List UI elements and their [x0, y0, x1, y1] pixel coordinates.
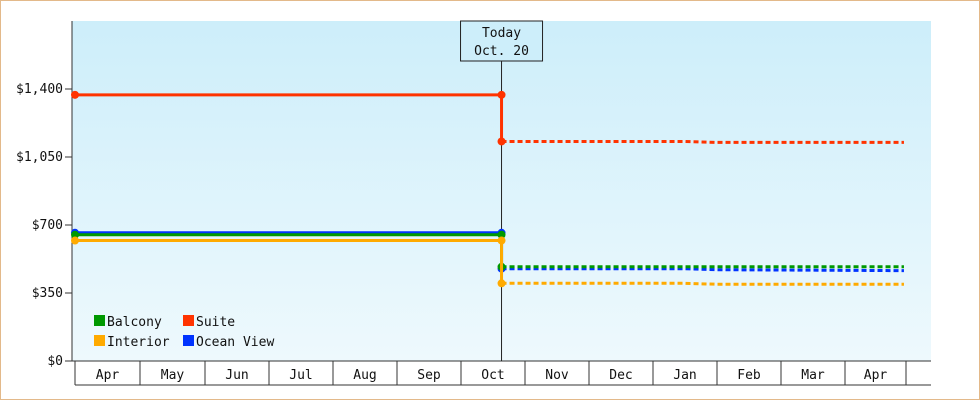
y-axis: $0 $350 $700 $1,050 $1,400	[16, 21, 73, 369]
series-interior	[71, 236, 904, 288]
series-lines	[71, 90, 904, 288]
data-point	[71, 236, 79, 245]
x-tick-label: Oct	[481, 368, 504, 383]
x-tick-label: May	[161, 368, 185, 383]
today-date: Oct. 20	[474, 44, 529, 59]
series-suite	[71, 90, 904, 146]
legend-swatch	[183, 315, 194, 326]
x-tick-label: Feb	[737, 368, 761, 383]
x-tick-label: Dec	[609, 368, 632, 383]
y-tick-label: $350	[32, 286, 63, 301]
data-point	[497, 90, 506, 99]
legend-swatch	[183, 335, 194, 346]
data-point	[497, 236, 506, 245]
series-forecast-interior	[501, 281, 904, 286]
x-tick-label: Nov	[545, 368, 569, 383]
y-tick-label: $0	[47, 354, 63, 369]
today-marker: Today Oct. 20	[460, 20, 544, 361]
x-tick-label: Aug	[353, 368, 376, 383]
legend-swatch	[94, 315, 105, 326]
x-tick-label: Jul	[289, 368, 312, 383]
today-box	[460, 20, 544, 62]
data-point	[497, 279, 506, 288]
data-point	[71, 90, 79, 99]
data-point	[497, 230, 506, 239]
x-tick-label: Apr	[96, 368, 120, 383]
legend: Balcony Suite Interior Ocean View	[94, 315, 274, 350]
today-label: Today	[482, 26, 521, 41]
legend-swatch	[94, 335, 105, 346]
x-axis: Apr May Jun Jul Aug Sep Oct Nov Dec Jan Feb Mar Apr	[72, 360, 931, 386]
y-tick-label: $700	[32, 218, 63, 233]
x-tick-label: Apr	[864, 368, 888, 383]
x-tick-label: Sep	[417, 368, 441, 383]
x-tick-label: Jun	[225, 368, 248, 383]
x-tick-label: Jan	[673, 368, 696, 383]
legend-label: Interior	[107, 335, 170, 350]
legend-label: Suite	[196, 315, 235, 330]
y-tick-label: $1,050	[16, 150, 63, 165]
legend-label: Ocean View	[196, 335, 274, 350]
series-forecast-ocean-view	[501, 267, 904, 273]
data-point	[71, 230, 79, 239]
legend-label: Balcony	[107, 315, 162, 330]
data-point	[497, 137, 506, 146]
y-tick-label: $1,400	[16, 82, 63, 97]
series-forecast-suite	[501, 139, 904, 144]
x-tick-label: Mar	[801, 368, 825, 383]
